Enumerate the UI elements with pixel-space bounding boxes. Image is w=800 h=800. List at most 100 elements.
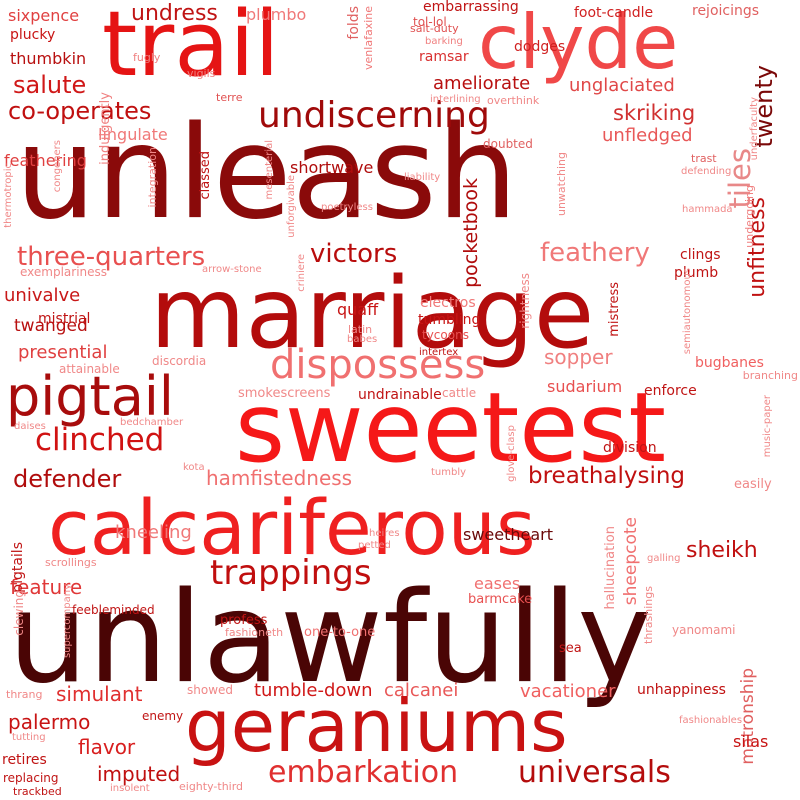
- word-feebleminded: feebleminded: [72, 603, 155, 617]
- word-ramsar: ramsar: [419, 49, 469, 65]
- word-feature: feature: [10, 575, 83, 599]
- word-indulgently: indulgently: [98, 92, 113, 165]
- word-tumble-down: tumble-down: [254, 680, 373, 701]
- word-barking: barking: [425, 36, 463, 47]
- word-petted: petted: [358, 540, 391, 551]
- word-underfaculty: underfaculty: [749, 97, 760, 161]
- word-unforgivable: unforgivable: [286, 175, 297, 238]
- word-barmcake: barmcake: [468, 592, 533, 607]
- word-pigtail: pigtail: [6, 365, 174, 428]
- word-univalve: univalve: [4, 285, 81, 306]
- word-thermotropic: thermotropic: [3, 163, 14, 228]
- word-bugbanes: bugbanes: [695, 355, 764, 371]
- word-calcanei: calcanei: [384, 680, 459, 701]
- word-undiscerning: undiscerning: [258, 95, 490, 136]
- word-cattle: cattle: [442, 386, 477, 400]
- word-vigils: vigils: [187, 67, 216, 80]
- word-defending: defending: [681, 166, 732, 177]
- word-congeners: congeners: [52, 140, 63, 193]
- word-music-paper: music-paper: [762, 395, 773, 458]
- word-latin: latin: [348, 323, 373, 336]
- word-foot-candle: foot-candle: [574, 5, 654, 21]
- word-trail: trail: [102, 0, 280, 97]
- word-lingulate: lingulate: [98, 125, 168, 144]
- word-intertex: intertex: [419, 347, 459, 358]
- word-doubted: doubted: [483, 137, 533, 151]
- word-terre: terre: [216, 91, 243, 104]
- word-hammada: hammada: [682, 204, 733, 215]
- word-trast: trast: [691, 152, 717, 165]
- word-tutting: tutting: [12, 732, 46, 743]
- word-undergoing: undergoing: [743, 185, 756, 248]
- word-three-quarters: three-quarters: [17, 242, 206, 272]
- word-exemplariness: exemplariness: [20, 265, 108, 279]
- word-arrow-stone: arrow-stone: [202, 264, 262, 275]
- word-eighty-third: eighty-third: [179, 780, 244, 793]
- word-tumbly: tumbly: [431, 467, 467, 478]
- word-sea: sea: [559, 641, 582, 656]
- word-heires: heires: [369, 528, 400, 539]
- word-victors: victors: [310, 239, 398, 269]
- word-sweetest: sweetest: [235, 372, 667, 484]
- word-showed: showed: [187, 683, 234, 697]
- word-geraniums: geraniums: [185, 684, 568, 768]
- word-enforce: enforce: [644, 383, 697, 399]
- word-tol-lol: tol-lol: [413, 15, 447, 29]
- word-poetryless: poetryless: [321, 202, 373, 213]
- word-plumbo: plumbo: [246, 5, 307, 24]
- word-clinched: clinched: [35, 422, 165, 458]
- word-venlafaxine: venlafaxine: [362, 6, 375, 70]
- word-liability: liability: [404, 172, 441, 183]
- word-tycoons: tycoons: [422, 328, 469, 342]
- word-mistrial: mistrial: [38, 311, 91, 327]
- word-attainable: attainable: [59, 362, 120, 376]
- word-smokescreens: smokescreens: [238, 386, 331, 401]
- word-calcariferous: calcariferous: [48, 483, 536, 572]
- word-palermo: palermo: [8, 710, 91, 734]
- word-easily: easily: [734, 477, 772, 492]
- word-clings: clings: [680, 247, 721, 263]
- word-marriage: marriage: [150, 257, 595, 371]
- word-undress: undress: [131, 1, 218, 26]
- word-pocketbook: pocketbook: [460, 178, 482, 288]
- word-supercompany: supercompany: [62, 584, 73, 659]
- word-plumb: plumb: [674, 265, 719, 281]
- word-tumbling: tumbling: [418, 312, 481, 328]
- word-undrainable: undrainable: [358, 387, 442, 403]
- word-dispossess: dispossess: [270, 342, 486, 388]
- word-salute: salute: [13, 71, 87, 99]
- word-eases: eases: [474, 574, 521, 593]
- word-folds: folds: [346, 6, 362, 40]
- word-dodges: dodges: [514, 39, 566, 55]
- word-embarrassing: embarrassing: [423, 0, 519, 15]
- word-feathering: feathering: [4, 151, 87, 170]
- word-twanged: twanged: [14, 316, 88, 336]
- word-mistress: mistress: [607, 282, 622, 337]
- word-bedchamber: bedchamber: [120, 417, 184, 428]
- word-semiautonomous: semiautonomous: [682, 268, 693, 355]
- word-unglaciated: unglaciated: [569, 75, 675, 96]
- word-simulant: simulant: [56, 682, 143, 706]
- word-unhappiness: unhappiness: [637, 682, 726, 698]
- word-trackbed: trackbed: [13, 785, 62, 798]
- word-fugly: fugly: [133, 51, 161, 64]
- word-profess: profess: [220, 613, 268, 628]
- word-criniere: criniere: [296, 254, 307, 292]
- word-pigtails: pigtails: [10, 542, 26, 593]
- word-embarkation: embarkation: [268, 755, 459, 790]
- word-division: division: [603, 440, 657, 456]
- word-sheepcote: sheepcote: [621, 517, 641, 606]
- word-quaff: quaff: [337, 300, 379, 319]
- word-flavor: flavor: [78, 735, 136, 759]
- word-integration: integration: [146, 147, 159, 208]
- word-glove-clasp: glove-clasp: [506, 425, 517, 482]
- word-trappings: trappings: [210, 553, 372, 593]
- word-rejoicings: rejoicings: [692, 3, 760, 19]
- word-yanomami: yanomami: [672, 623, 736, 637]
- word-sheikh: sheikh: [686, 538, 758, 563]
- word-salt-duty: salt-duty: [410, 22, 459, 35]
- word-discordia: discordia: [152, 354, 207, 368]
- word-one-to-one: one-to-one: [304, 625, 376, 640]
- word-scrollings: scrollings: [45, 556, 97, 569]
